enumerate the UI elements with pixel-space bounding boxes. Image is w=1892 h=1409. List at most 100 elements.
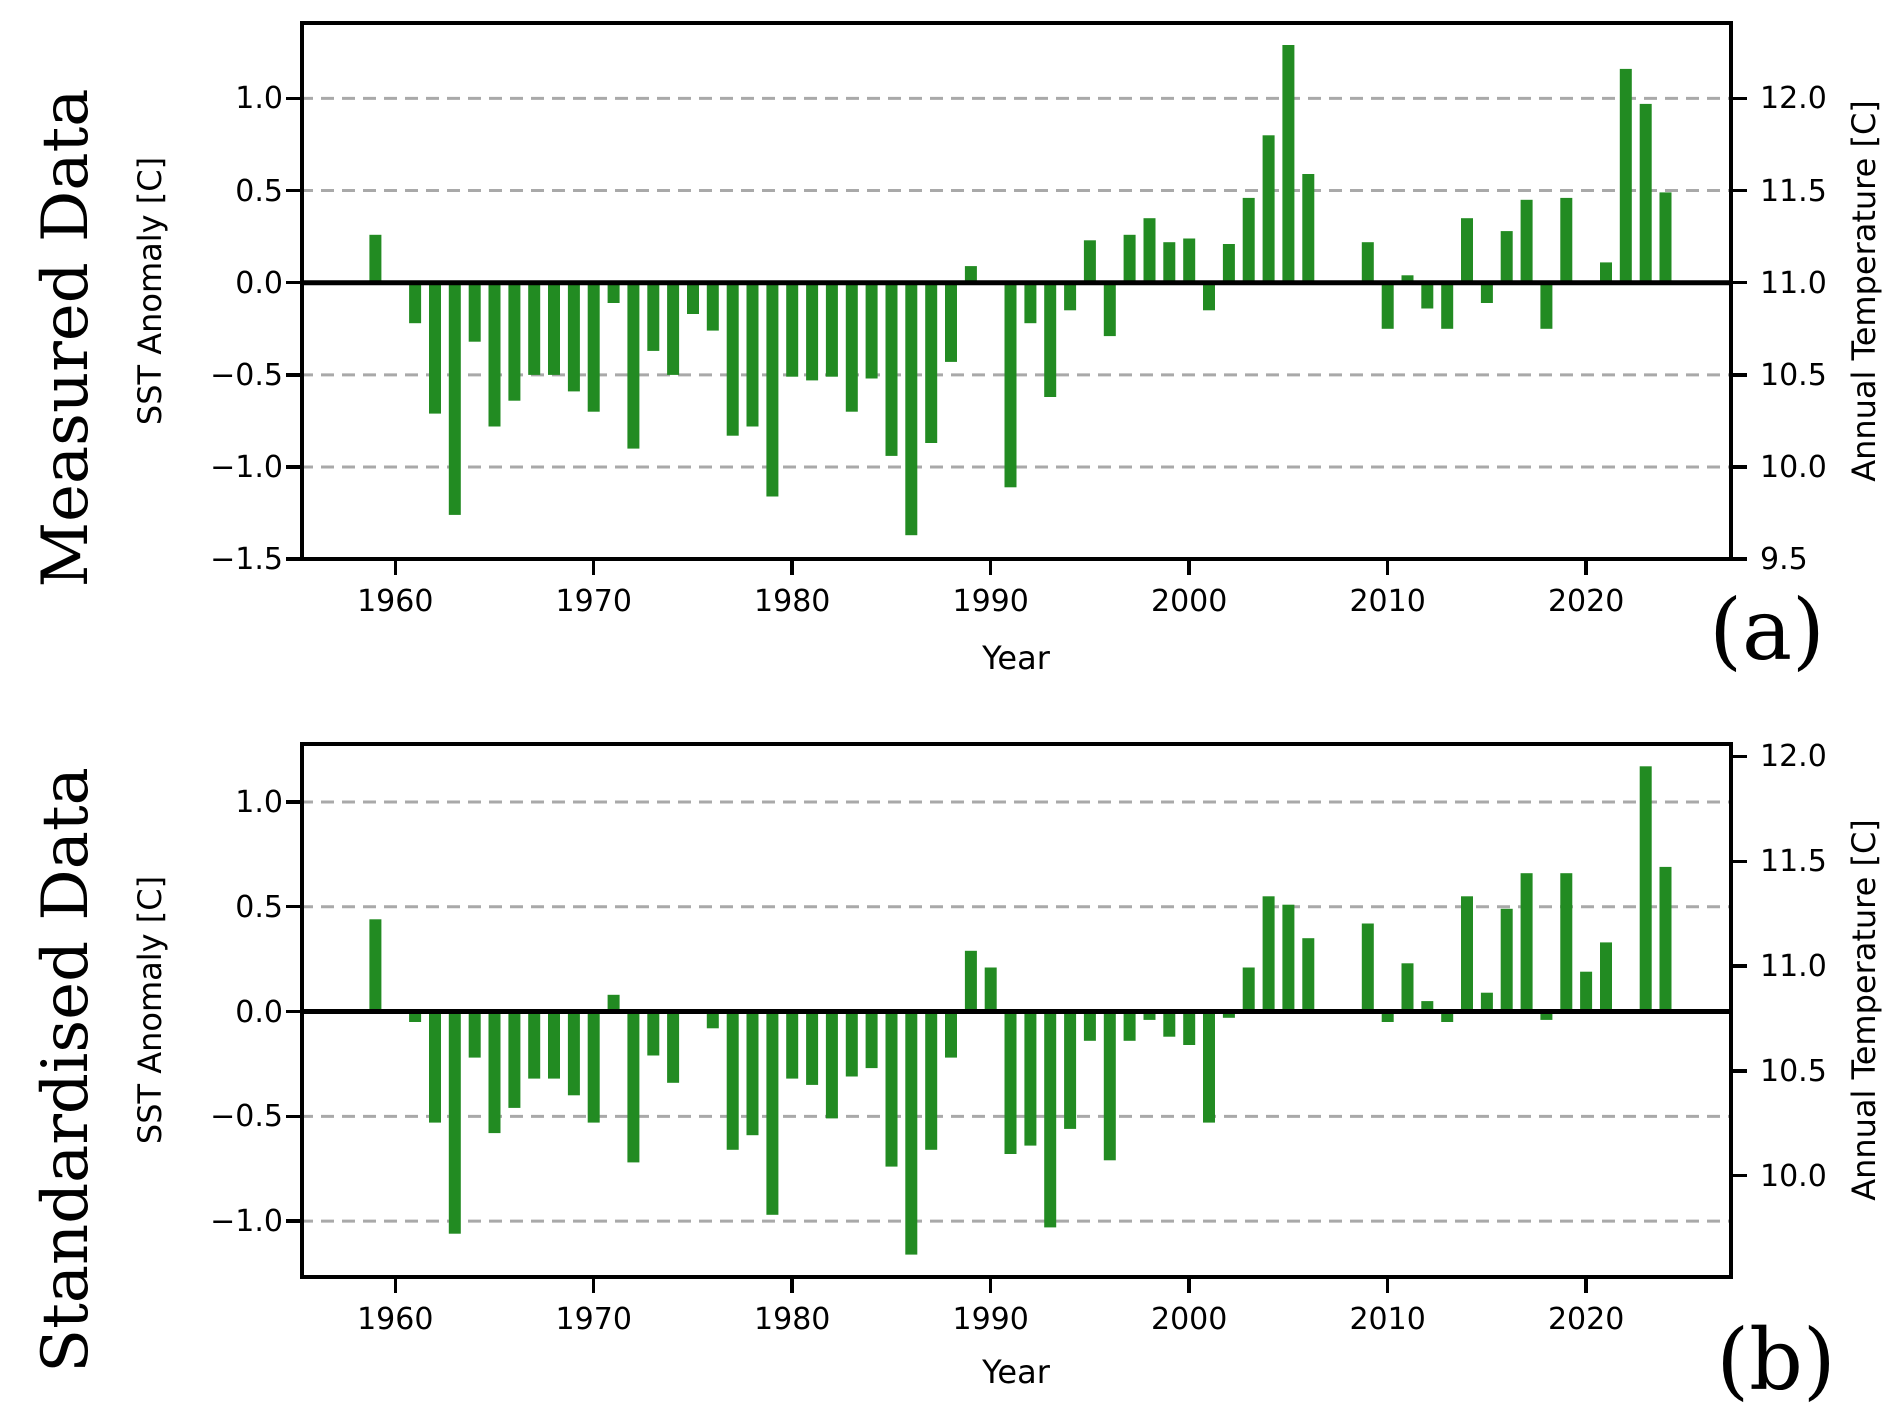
- y-tick-left: [286, 904, 300, 909]
- x-tick: [1385, 1279, 1390, 1293]
- y-tick-label-left: −0.5: [210, 357, 283, 393]
- y-tick-right: [1733, 1069, 1747, 1073]
- bar-1987: [925, 1011, 938, 1150]
- bar-2001: [1203, 282, 1215, 311]
- y-tick-label-left: 1.0: [235, 784, 283, 820]
- bar-1975: [687, 282, 699, 314]
- x-tick: [988, 561, 993, 575]
- bar-1985: [885, 1011, 898, 1167]
- bar-2010: [1381, 1011, 1394, 1022]
- x-tick: [591, 561, 596, 575]
- chart-panel-measured: [300, 21, 1733, 561]
- y-tick-label-left: 0.5: [235, 889, 283, 925]
- bar-2017: [1520, 873, 1533, 1012]
- bar-1962: [429, 282, 441, 414]
- x-tick: [790, 561, 794, 575]
- bar-1997: [1123, 1011, 1136, 1041]
- y-tick-label-left: −1.0: [210, 450, 283, 485]
- x-tick-label: 2020: [1547, 1302, 1625, 1337]
- y-tick-label-left: −1.0: [210, 1204, 283, 1240]
- plot-area-a: [300, 21, 1733, 561]
- bar-1968: [548, 282, 560, 375]
- bar-2019: [1560, 197, 1573, 283]
- bar-1992: [1024, 282, 1037, 324]
- bar-2023: [1639, 103, 1652, 283]
- bar-1964: [468, 1011, 481, 1058]
- bar-1991: [1004, 282, 1017, 488]
- bar-2021: [1600, 942, 1612, 1012]
- bar-1986: [905, 282, 918, 536]
- y-tick-label-right: 12.0: [1760, 81, 1827, 117]
- bar-1995: [1083, 1011, 1096, 1041]
- bar-1981: [806, 282, 819, 381]
- bar-2011: [1401, 275, 1414, 283]
- bar-1965: [488, 1011, 501, 1134]
- bar-2016: [1500, 908, 1513, 1012]
- bar-1959: [369, 234, 382, 283]
- x-tick: [1385, 561, 1390, 575]
- row-title-measured-data: Measured Data: [29, 88, 103, 588]
- y-tick-label-right: 10.5: [1760, 1053, 1827, 1089]
- bar-1982: [825, 282, 838, 377]
- bar-1966: [508, 282, 521, 401]
- bar-2015: [1480, 992, 1493, 1012]
- bar-2023: [1639, 766, 1652, 1012]
- row-title-standardised-data: Standardised Data: [29, 767, 103, 1373]
- bar-2004: [1262, 896, 1275, 1012]
- bar-2003: [1242, 967, 1255, 1012]
- bar-1978: [746, 1011, 759, 1136]
- x-tick-label: 1960: [357, 1302, 434, 1337]
- x-tick-label: 2010: [1349, 584, 1426, 619]
- bar-2006: [1302, 174, 1315, 283]
- bar-1996: [1103, 282, 1116, 337]
- bar-2014: [1461, 218, 1473, 283]
- y-tick-label-left: 0.0: [235, 994, 283, 1030]
- bar-2001: [1203, 1011, 1215, 1123]
- bar-2015: [1480, 282, 1493, 303]
- axes-spines: [300, 742, 1733, 1279]
- bar-2003: [1242, 197, 1255, 283]
- chart-panel-standardised: [300, 742, 1733, 1279]
- bar-2017: [1520, 199, 1533, 283]
- y-tick-label-left: −0.5: [210, 1099, 283, 1135]
- bar-1995: [1083, 240, 1096, 283]
- bar-1969: [567, 1011, 580, 1096]
- x-tick: [1584, 1279, 1588, 1293]
- panel-tag-b: (b): [1716, 1311, 1836, 1409]
- bar-1998: [1143, 1011, 1156, 1020]
- bar-1992: [1024, 1011, 1037, 1146]
- bar-1971: [607, 994, 620, 1012]
- bar-1985: [885, 282, 898, 456]
- bar-1994: [1064, 282, 1077, 311]
- y-tick-left: [286, 1114, 300, 1119]
- bar-2016: [1500, 231, 1513, 283]
- x-tick: [393, 1279, 398, 1293]
- y-tick-left: [286, 557, 300, 561]
- x-tick-label: 1980: [754, 584, 831, 619]
- y-tick-left: [286, 1009, 300, 1014]
- y-tick-label-right: 11.0: [1760, 949, 1827, 985]
- axes-spines: [300, 21, 1733, 561]
- x-tick: [1187, 561, 1191, 575]
- bar-2018: [1540, 1011, 1553, 1020]
- bar-1982: [825, 1011, 838, 1119]
- y-tick-left: [286, 96, 300, 101]
- bar-2006: [1302, 938, 1315, 1012]
- bar-1977: [726, 282, 739, 436]
- bar-2000: [1183, 238, 1196, 283]
- bar-1963: [448, 1011, 461, 1234]
- y-tick-right: [1733, 1173, 1747, 1178]
- y-tick-label-right: 9.5: [1760, 542, 1808, 578]
- y-tick-right: [1733, 188, 1747, 193]
- y-tick-label-right: 10.0: [1760, 450, 1827, 485]
- bar-2000: [1183, 1011, 1196, 1045]
- y-axis-label-left-bottom: SST Anomaly [C]: [131, 875, 169, 1145]
- x-tick-label: 1990: [952, 584, 1029, 619]
- bar-2010: [1381, 282, 1394, 329]
- bar-1959: [369, 919, 382, 1012]
- bar-1989: [964, 950, 977, 1012]
- bar-1976: [706, 1011, 719, 1029]
- bar-1970: [587, 282, 600, 412]
- bar-2024: [1659, 866, 1672, 1012]
- bar-1997: [1123, 234, 1136, 283]
